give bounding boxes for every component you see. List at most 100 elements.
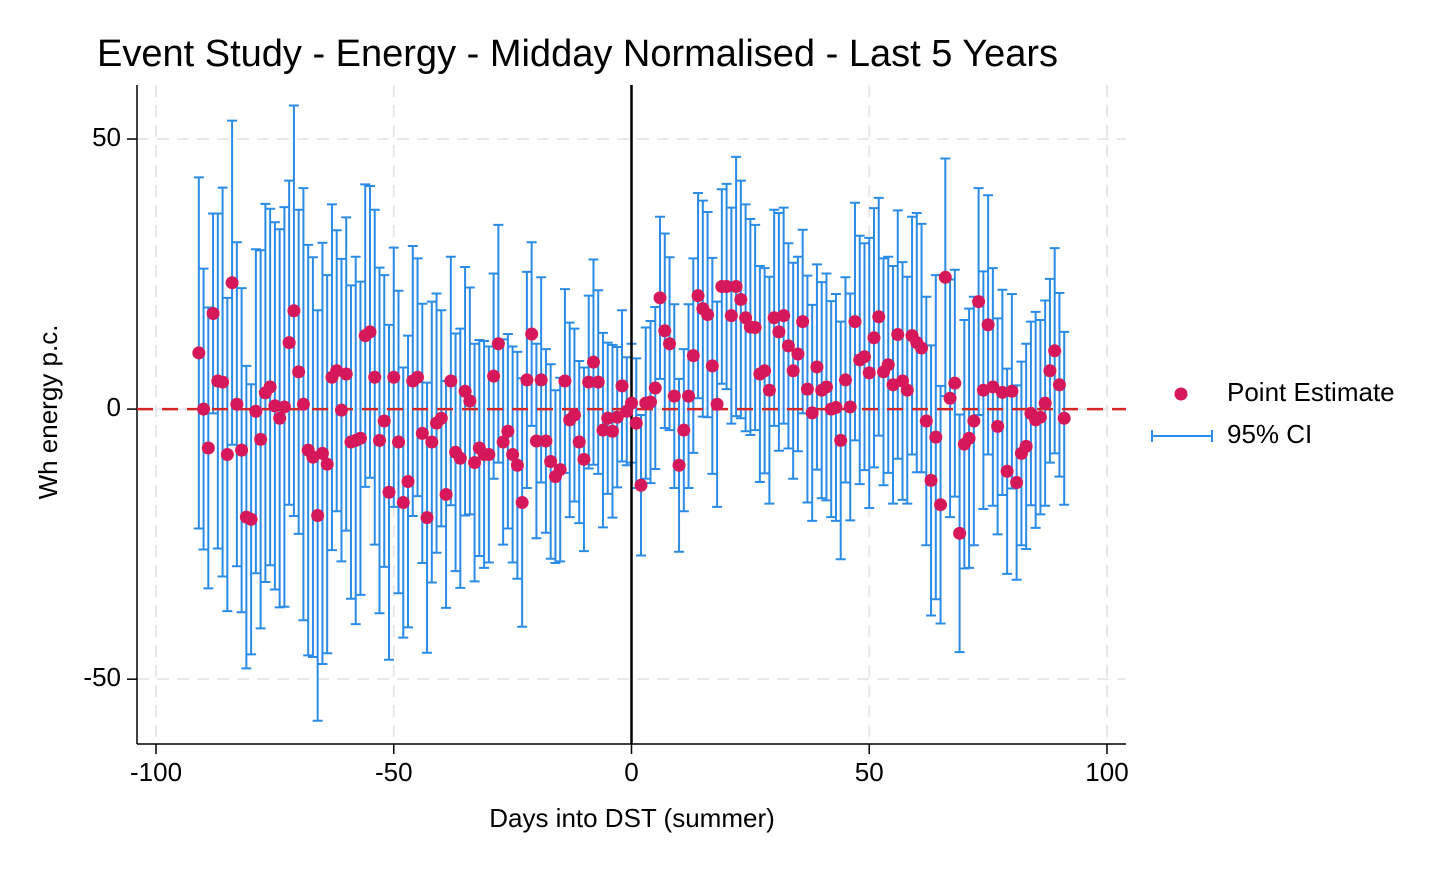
point [658,324,672,338]
point [810,360,824,374]
point [610,410,624,424]
point [277,400,291,414]
point [953,526,967,540]
point [748,321,762,335]
point [991,419,1005,433]
y-axis-label: Wh energy p.c. [33,325,63,500]
point [320,457,334,471]
point [453,451,467,465]
point [972,295,986,309]
point [339,367,353,381]
point [962,431,976,445]
point [544,454,558,468]
point [791,347,805,361]
point [924,473,938,487]
point [515,496,529,510]
point [653,291,667,305]
x-tick-label: 50 [855,757,884,787]
point [225,276,239,290]
point [796,315,810,329]
point [629,416,643,430]
point [644,395,658,409]
legend-label: Point Estimate [1227,377,1395,407]
point [529,434,543,448]
point [439,487,453,501]
point [1010,476,1024,490]
legend-marker [1151,430,1213,442]
point [249,404,263,418]
point [353,431,367,445]
point [216,375,230,389]
point [377,414,391,428]
point [425,435,439,449]
point [605,424,619,438]
point [296,397,310,411]
point [315,446,329,460]
point [691,289,705,303]
point [273,411,287,425]
point [368,370,382,384]
point [539,434,553,448]
point [967,414,981,428]
point [900,383,914,397]
x-tick-label: -50 [375,757,413,787]
point [244,512,258,526]
point [919,414,933,428]
point [862,366,876,380]
point [1019,439,1033,453]
point [206,306,220,320]
point [192,346,206,360]
y-tick-label: -50 [83,662,121,692]
chart-title: Event Study - Energy - Midday Normalised… [97,33,1058,75]
point [915,341,929,355]
point [387,370,401,384]
point [648,381,662,395]
point [1033,410,1047,424]
point [372,433,386,447]
point [596,423,610,437]
point [772,325,786,339]
point [805,406,819,420]
point [311,509,325,523]
point [363,325,377,339]
point [938,270,952,284]
point [197,402,211,416]
point [934,498,948,512]
point [943,391,957,405]
point [838,373,852,387]
point [720,279,734,293]
point [420,511,434,525]
point [948,376,962,390]
point [287,304,301,318]
point [724,309,738,323]
point [819,380,833,394]
point [553,463,567,477]
point [520,373,534,387]
point [1038,396,1052,410]
point [848,315,862,329]
point [487,369,501,383]
point [411,370,425,384]
point [586,355,600,369]
legend-marker [1174,387,1188,401]
point [663,337,677,351]
point [1043,364,1057,378]
point [534,373,548,387]
point [762,383,776,397]
point [995,385,1009,399]
point [220,447,234,461]
point [230,397,244,411]
point [1057,411,1071,425]
point [577,452,591,466]
point [235,443,249,457]
point [510,458,524,472]
point [334,403,348,417]
point [781,339,795,353]
point [800,382,814,396]
point [686,349,700,363]
point [434,411,448,425]
point [268,399,282,413]
point [891,328,905,342]
point [682,389,696,403]
point [444,374,458,388]
